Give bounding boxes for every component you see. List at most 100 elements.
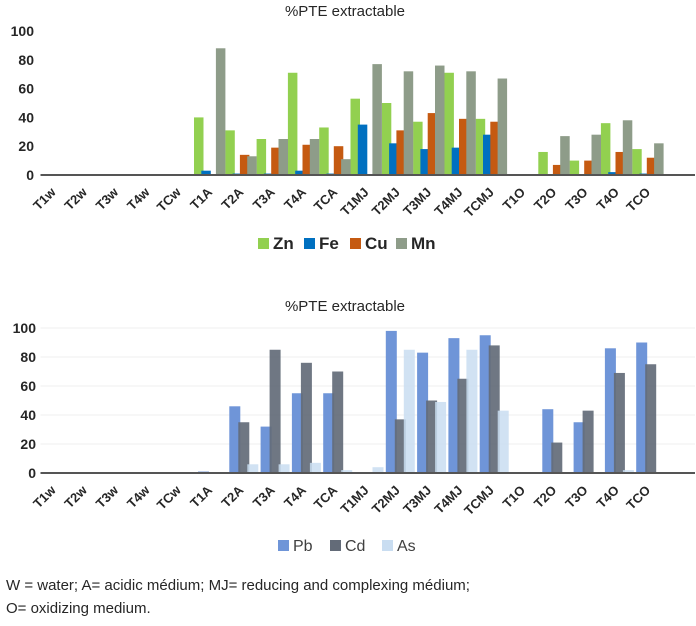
bar-Cd-T4O: [613, 372, 625, 473]
bar-Cd-TCO: [645, 364, 657, 473]
x-tick-label: T2MJ: [369, 483, 403, 517]
bar-Pb-T3O: [573, 422, 585, 473]
x-tick-label: T4MJ: [431, 185, 465, 219]
x-tick-label: T1O: [500, 185, 528, 213]
bar-Mn-T3A: [278, 139, 288, 175]
bar-Fe-T4MJ: [451, 147, 462, 175]
y-tick-label: 20: [20, 436, 36, 452]
footnote-line2: O= oxidizing medium.: [6, 600, 151, 617]
x-tick-label: TCMJ: [461, 185, 497, 221]
y-tick-label: 100: [11, 23, 35, 39]
bar-Zn-T2A: [225, 130, 235, 175]
bar-Cu-T3MJ: [427, 113, 438, 175]
y-tick-label: 0: [26, 167, 34, 183]
bar-Zn-T4MJ: [444, 72, 454, 175]
bar-Mn-T1A: [215, 48, 226, 175]
x-tick-label: T4w: [124, 184, 153, 213]
bar-Pb-T4A: [291, 393, 303, 473]
bar-Pb-T4O: [604, 348, 616, 473]
bar-Zn-T4O: [600, 123, 611, 175]
bar-Mn-T2A: [247, 156, 257, 175]
x-tick-label: T1MJ: [338, 483, 372, 517]
bar-Cu-TCO: [646, 157, 657, 175]
bar-Pb-TCMJ: [479, 335, 491, 473]
y-tick-label: 80: [18, 52, 34, 68]
bar-As-TCMJ: [497, 410, 509, 473]
bar-Cu-T2O: [552, 164, 563, 175]
y-tick-label: 20: [18, 138, 34, 154]
x-tick-label: T2A: [218, 482, 246, 510]
bar-Cu-T2A: [239, 154, 250, 175]
bar-Fe-T1MJ: [357, 124, 368, 175]
bar-Mn-T3O: [591, 134, 601, 175]
bar-Zn-TCMJ: [475, 118, 486, 175]
legend-label-Fe: Fe: [319, 234, 339, 253]
x-tick-label: TCA: [311, 482, 341, 512]
x-tick-label: T2O: [531, 185, 559, 213]
bar-Mn-TCMJ: [497, 78, 508, 175]
legend-swatch-Fe: [304, 238, 315, 249]
bar-Mn-T4O: [622, 120, 633, 175]
x-tick-label: T3w: [93, 482, 122, 511]
x-tick-label: T3A: [250, 184, 278, 212]
bar-Mn-T3MJ: [435, 65, 445, 175]
y-tick-label: 0: [28, 465, 36, 481]
x-tick-label: T1MJ: [338, 185, 372, 219]
legend-label-Zn: Zn: [273, 234, 294, 253]
bar-Fe-T4O: [608, 172, 618, 175]
bar-Pb-T4MJ: [448, 338, 460, 473]
bar-Cu-T3O: [584, 160, 594, 175]
y-tick-label: 60: [18, 81, 34, 97]
bar-Fe-T3MJ: [420, 149, 430, 175]
legend-swatch-Mn: [396, 238, 407, 249]
bar-Mn-TCA: [341, 159, 351, 175]
bar-Cd-T4A: [300, 362, 312, 473]
bar-Cd-T3A: [269, 349, 281, 473]
x-tick-label: T4A: [281, 184, 309, 212]
legend-label-Cd: Cd: [345, 538, 365, 555]
bar-As-T2A: [247, 464, 259, 473]
x-tick-label: T4w: [124, 482, 153, 511]
bar-As-T2MJ: [403, 349, 415, 473]
x-tick-label: T4O: [594, 185, 622, 213]
bar-As-T1MJ: [372, 467, 384, 473]
x-tick-label: T1A: [187, 184, 215, 212]
x-tick-label: T2w: [61, 482, 90, 511]
bar-As-T4O: [622, 470, 634, 473]
bar-Mn-T2O: [560, 136, 570, 175]
chart1-title: %PTE extractable: [285, 3, 405, 20]
x-tick-label: T2w: [61, 184, 90, 213]
x-tick-label: T4O: [594, 483, 622, 511]
bar-Cu-TCA: [333, 146, 344, 175]
bar-Zn-TCA: [319, 127, 329, 175]
bar-Zn-T4A: [287, 72, 298, 175]
x-tick-label: T1A: [187, 482, 215, 510]
x-tick-label: T1w: [30, 482, 59, 511]
x-tick-label: T3MJ: [400, 185, 434, 219]
legend-swatch-Cu: [350, 238, 361, 249]
bar-Pb-T3A: [260, 426, 272, 473]
legend-label-Mn: Mn: [411, 234, 436, 253]
y-tick-label: 80: [20, 349, 36, 365]
bar-Mn-T2MJ: [403, 71, 414, 175]
bar-Zn-T1A: [194, 117, 204, 175]
bar-Pb-TCO: [636, 342, 648, 473]
bar-Cd-T4MJ: [457, 378, 469, 473]
bar-Pb-T3MJ: [417, 352, 429, 473]
x-tick-label: T3O: [562, 185, 590, 213]
bar-Mn-T1MJ: [372, 64, 382, 175]
bar-Cd-T3O: [582, 410, 594, 473]
bar-As-T3MJ: [435, 401, 447, 473]
bar-As-TCA: [341, 470, 353, 473]
bar-Zn-T2MJ: [381, 103, 392, 175]
x-tick-label: T4A: [281, 482, 309, 510]
bar-Zn-T1MJ: [350, 98, 360, 175]
x-tick-label: T2MJ: [369, 185, 403, 219]
x-tick-label: T2A: [218, 184, 246, 212]
legend-swatch-Cd: [330, 540, 341, 551]
x-tick-label: T1O: [500, 483, 528, 511]
y-tick-label: 100: [13, 320, 37, 336]
x-tick-label: T1w: [30, 184, 59, 213]
